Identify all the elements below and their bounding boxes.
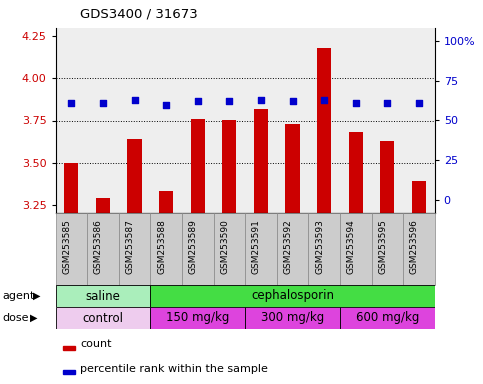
Text: dose: dose <box>2 313 29 323</box>
Bar <box>317 48 331 213</box>
Bar <box>56 213 87 285</box>
Point <box>226 98 233 104</box>
Text: GSM253590: GSM253590 <box>220 219 229 274</box>
Bar <box>403 213 435 285</box>
Text: GSM253595: GSM253595 <box>378 219 387 274</box>
Text: ▶: ▶ <box>30 313 38 323</box>
Bar <box>277 213 308 285</box>
Bar <box>285 124 299 213</box>
Text: GSM253591: GSM253591 <box>252 219 261 274</box>
Bar <box>213 213 245 285</box>
Point <box>131 97 139 103</box>
Bar <box>254 109 268 213</box>
Point <box>352 100 359 106</box>
Bar <box>340 307 435 329</box>
Bar <box>380 141 395 213</box>
Bar <box>371 213 403 285</box>
Text: GSM253588: GSM253588 <box>157 219 166 274</box>
Bar <box>245 213 277 285</box>
Point <box>194 98 201 104</box>
Bar <box>245 307 340 329</box>
Point <box>68 100 75 106</box>
Bar <box>150 285 435 307</box>
Text: cephalosporin: cephalosporin <box>251 290 334 303</box>
Text: GSM253592: GSM253592 <box>284 219 293 273</box>
Text: GSM253594: GSM253594 <box>347 219 355 273</box>
Bar <box>182 213 213 285</box>
Bar <box>63 346 74 350</box>
Text: GSM253587: GSM253587 <box>126 219 135 274</box>
Text: count: count <box>80 339 112 349</box>
Text: GSM253586: GSM253586 <box>94 219 103 274</box>
Bar <box>96 198 110 213</box>
Bar <box>340 213 371 285</box>
Text: 600 mg/kg: 600 mg/kg <box>355 311 419 324</box>
Text: saline: saline <box>85 290 120 303</box>
Bar <box>64 162 78 213</box>
Point <box>162 101 170 108</box>
Bar <box>128 139 142 213</box>
Text: control: control <box>83 311 124 324</box>
Text: 300 mg/kg: 300 mg/kg <box>261 311 324 324</box>
Bar <box>308 213 340 285</box>
Text: percentile rank within the sample: percentile rank within the sample <box>80 364 268 374</box>
Bar <box>191 119 205 213</box>
Point <box>320 97 328 103</box>
Bar <box>150 213 182 285</box>
Bar <box>349 132 363 213</box>
Bar <box>222 121 237 213</box>
Text: agent: agent <box>2 291 35 301</box>
Point <box>99 100 107 106</box>
Point <box>257 97 265 103</box>
Point <box>384 100 391 106</box>
Bar <box>119 213 150 285</box>
Bar <box>63 370 74 374</box>
Text: GSM253593: GSM253593 <box>315 219 324 274</box>
Bar <box>150 307 245 329</box>
Point <box>415 100 423 106</box>
Text: GSM253585: GSM253585 <box>62 219 71 274</box>
Text: ▶: ▶ <box>33 291 41 301</box>
Text: GDS3400 / 31673: GDS3400 / 31673 <box>80 7 198 20</box>
Bar <box>412 181 426 213</box>
Text: 150 mg/kg: 150 mg/kg <box>166 311 229 324</box>
Bar <box>56 285 150 307</box>
Bar <box>159 191 173 213</box>
Point <box>289 98 297 104</box>
Text: GSM253596: GSM253596 <box>410 219 419 274</box>
Bar <box>56 307 150 329</box>
Text: GSM253589: GSM253589 <box>189 219 198 274</box>
Bar <box>87 213 119 285</box>
